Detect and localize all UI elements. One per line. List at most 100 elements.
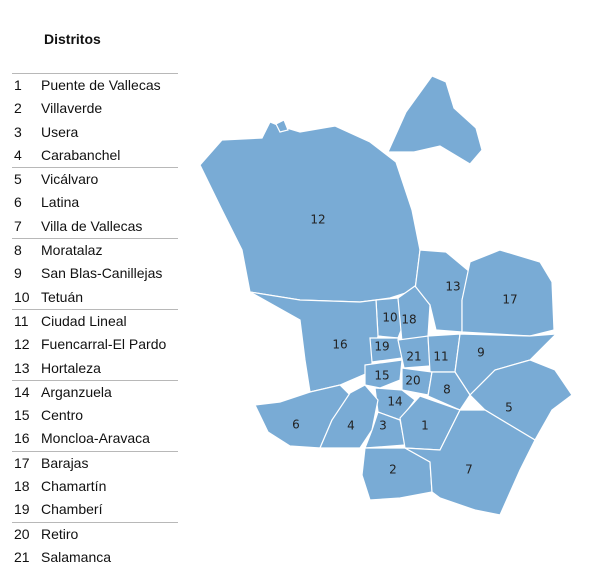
legend-item-number: 17 <box>14 454 30 471</box>
legend-item-name: Chamartín <box>41 478 107 495</box>
district-15[interactable] <box>364 359 403 389</box>
district-label-7: 7 <box>465 463 473 477</box>
district-label-21: 21 <box>406 350 421 364</box>
legend-item-number: 21 <box>14 548 30 565</box>
district-16[interactable] <box>249 291 379 393</box>
district-label-3: 3 <box>379 419 387 433</box>
district-label-2: 2 <box>389 463 397 477</box>
legend-separator <box>12 308 178 310</box>
district-label-10: 10 <box>382 311 397 325</box>
district-label-20: 20 <box>405 374 420 388</box>
legend-item-number: 9 <box>14 265 22 282</box>
legend-item-name: Carabanchel <box>41 146 121 163</box>
legend-item-name: Latina <box>41 194 80 211</box>
legend-item-name: Puente de Vallecas <box>41 77 161 93</box>
legend-item: 4 Carabanchel <box>12 144 178 167</box>
legend-title: Distritos <box>44 31 101 47</box>
legend-separator <box>12 167 178 169</box>
legend-item-name: Chamberí <box>41 501 103 518</box>
legend-item-name: Moncloa-Aravaca <box>41 430 150 447</box>
legend-item-number: 6 <box>14 194 22 211</box>
legend-item-name: Vicálvaro <box>41 171 99 188</box>
legend-item: 11 Ciudad Lineal <box>12 310 178 333</box>
legend-item: 10 Tetuán <box>12 286 178 309</box>
legend-item: 15 Centro <box>12 404 178 427</box>
district-label-15: 15 <box>374 369 389 383</box>
legend-item: 6 Latina <box>12 191 178 214</box>
district-label-16: 16 <box>332 338 347 352</box>
district-7[interactable] <box>404 409 536 516</box>
legend-item-number: 3 <box>14 123 22 140</box>
district-label-4: 4 <box>347 419 355 433</box>
district-label-8: 8 <box>443 383 451 397</box>
legend-item-number: 20 <box>14 525 30 542</box>
legend-item-name: Hortaleza <box>41 359 101 376</box>
legend-item-name: Retiro <box>41 525 79 542</box>
legend-item: 9 San Blas-Canillejas <box>12 262 178 285</box>
legend-item-name: Barajas <box>41 454 89 471</box>
legend-item-name: Salamanca <box>41 548 112 565</box>
legend-item-name: Villa de Vallecas <box>41 217 143 234</box>
legend-item: 16 Moncloa-Aravaca <box>12 427 178 450</box>
legend-item: 8 Moratalaz <box>12 239 178 262</box>
district-12-enclave[interactable] <box>387 75 483 165</box>
legend-item-name: San Blas-Canillejas <box>41 265 163 282</box>
legend-item-number: 19 <box>14 501 30 518</box>
legend-item: 3 Usera <box>12 121 178 144</box>
legend-item: 20 Retiro <box>12 523 178 546</box>
district-label-9: 9 <box>477 346 485 360</box>
legend-item-name: Arganzuela <box>41 383 112 400</box>
district-17[interactable] <box>461 249 555 337</box>
legend-separator <box>12 379 178 381</box>
district-3[interactable] <box>364 411 406 449</box>
legend-item: 2 Villaverde <box>12 97 178 120</box>
legend-item-number: 2 <box>14 100 22 117</box>
legend-item: 17 Barajas <box>12 452 178 475</box>
legend-item-number: 15 <box>14 407 30 424</box>
legend-item-number: 14 <box>14 383 30 400</box>
legend-item-name: Tetuán <box>41 288 84 305</box>
legend-item: 18 Chamartín <box>12 475 178 498</box>
district-8[interactable] <box>427 371 471 411</box>
legend-item: 12 Fuencarral-El Pardo <box>12 333 178 356</box>
legend-item: 5 Vicálvaro <box>12 168 178 191</box>
legend-item-number: 13 <box>14 359 30 376</box>
legend-item: 21 Salamanca <box>12 546 178 569</box>
legend-item: 13 Hortaleza <box>12 357 178 380</box>
district-label-6: 6 <box>292 418 300 432</box>
legend-item-number: 10 <box>14 288 30 305</box>
legend-item-name: Moratalaz <box>41 242 103 259</box>
district-12-islet[interactable] <box>275 119 289 133</box>
legend-separator <box>12 450 178 452</box>
legend-item-name: Villaverde <box>41 100 103 117</box>
legend-item-name: Centro <box>41 407 84 424</box>
legend-separator <box>12 73 178 74</box>
district-label-13: 13 <box>445 280 460 294</box>
district-label-17: 17 <box>502 293 517 307</box>
legend-item-number: 16 <box>14 430 30 447</box>
district-label-5: 5 <box>505 401 513 415</box>
legend-item: 14 Arganzuela <box>12 381 178 404</box>
legend-item-number: 18 <box>14 478 30 495</box>
legend-item-number: 4 <box>14 146 22 163</box>
legend-item: 1 Puente de Vallecas <box>12 74 178 97</box>
district-label-12: 12 <box>310 213 325 227</box>
legend-item-number: 8 <box>14 242 22 259</box>
legend-item-number: 7 <box>14 217 22 234</box>
legend-item-number: 11 <box>14 312 29 329</box>
district-label-19: 19 <box>374 340 389 354</box>
legend-item-name: Usera <box>41 123 79 140</box>
legend-item-number: 1 <box>14 77 22 93</box>
legend-item-number: 5 <box>14 171 22 188</box>
legend-separator <box>12 521 178 523</box>
district-label-18: 18 <box>401 313 416 327</box>
legend-item: 19 Chamberí <box>12 498 178 521</box>
district-18[interactable] <box>397 285 431 343</box>
legend-separator <box>12 238 178 240</box>
district-4[interactable] <box>319 384 379 449</box>
district-label-14: 14 <box>387 395 402 409</box>
district-label-11: 11 <box>433 350 448 364</box>
district-label-1: 1 <box>421 419 429 433</box>
